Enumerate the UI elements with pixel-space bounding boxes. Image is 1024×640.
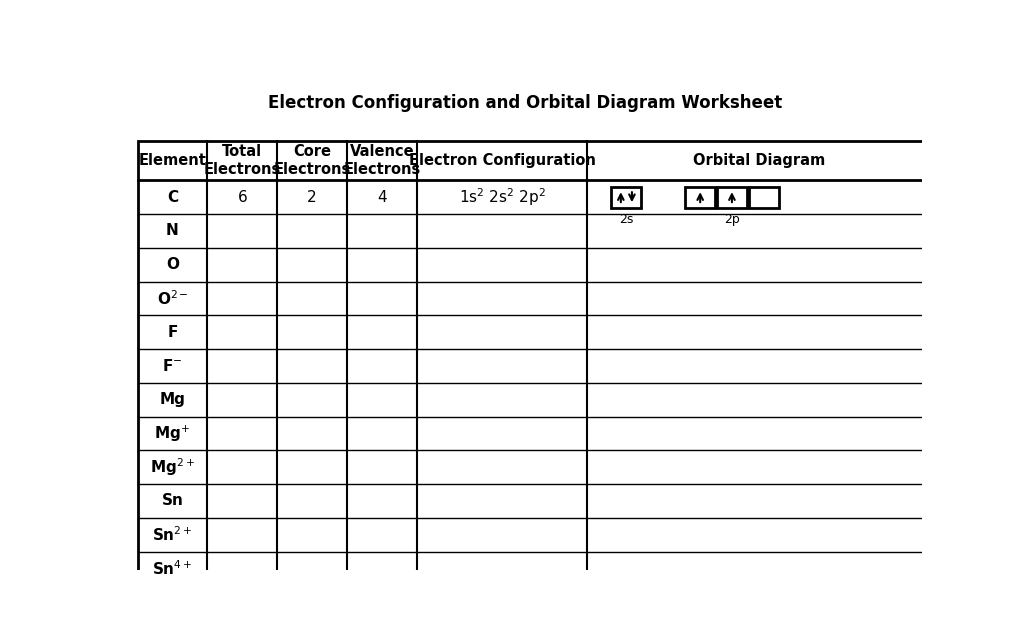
Text: Sn$^{4+}$: Sn$^{4+}$: [153, 559, 193, 578]
Bar: [611, 187, 641, 207]
Text: Core
Electrons: Core Electrons: [273, 144, 351, 177]
Text: Sn: Sn: [162, 493, 183, 508]
Text: N: N: [166, 223, 179, 239]
Bar: [685, 187, 715, 207]
Text: Orbital Diagram: Orbital Diagram: [693, 153, 825, 168]
Text: Mg: Mg: [160, 392, 185, 407]
Text: Element: Element: [138, 153, 207, 168]
Text: F$^{-}$: F$^{-}$: [162, 358, 182, 374]
Text: 6: 6: [238, 189, 247, 205]
Text: 2s: 2s: [620, 213, 634, 227]
Text: Electron Configuration and Orbital Diagram Worksheet: Electron Configuration and Orbital Diagr…: [267, 94, 782, 112]
Text: O$^{2-}$: O$^{2-}$: [157, 289, 188, 308]
Text: C: C: [167, 189, 178, 205]
Text: 1s$^2$ 2s$^2$ 2p$^2$: 1s$^2$ 2s$^2$ 2p$^2$: [459, 186, 546, 208]
Text: Electron Configuration: Electron Configuration: [409, 153, 596, 168]
Bar: [749, 187, 779, 207]
Text: Mg$^{+}$: Mg$^{+}$: [155, 423, 190, 444]
Text: 4: 4: [377, 189, 387, 205]
Text: F: F: [167, 324, 177, 340]
Text: 2: 2: [307, 189, 316, 205]
Text: Sn$^{2+}$: Sn$^{2+}$: [153, 525, 193, 544]
Text: 2p: 2p: [724, 213, 739, 227]
Text: O: O: [166, 257, 179, 272]
Text: Mg$^{2+}$: Mg$^{2+}$: [150, 456, 195, 478]
Text: Valence
Electrons: Valence Electrons: [343, 144, 421, 177]
Bar: [717, 187, 748, 207]
Text: Total
Electrons: Total Electrons: [204, 144, 281, 177]
